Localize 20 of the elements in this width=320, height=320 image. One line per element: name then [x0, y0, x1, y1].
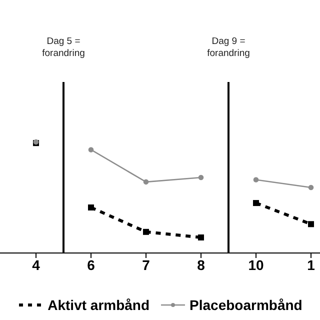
text: Dag 9 = forandring — [207, 36, 250, 59]
point — [143, 228, 149, 235]
legend-label: Aktivt armbånd — [48, 297, 150, 313]
x-tick-label: 1 — [307, 256, 316, 273]
point — [198, 174, 204, 180]
point — [143, 179, 149, 185]
legend-label: Placeboarmbånd — [190, 297, 302, 313]
x-tick-label: 7 — [142, 256, 150, 273]
point — [88, 204, 94, 210]
point — [253, 177, 259, 182]
point — [308, 221, 314, 228]
x-tick-label: 4 — [32, 256, 40, 273]
point — [88, 147, 94, 152]
x-tick-label: 6 — [87, 256, 96, 273]
point — [253, 200, 259, 206]
point — [308, 184, 314, 190]
x-tick-label: 10 — [248, 256, 264, 273]
point — [198, 234, 204, 240]
x-tick-label: 8 — [197, 256, 206, 273]
text: Dag 5 = forandring — [42, 36, 85, 59]
